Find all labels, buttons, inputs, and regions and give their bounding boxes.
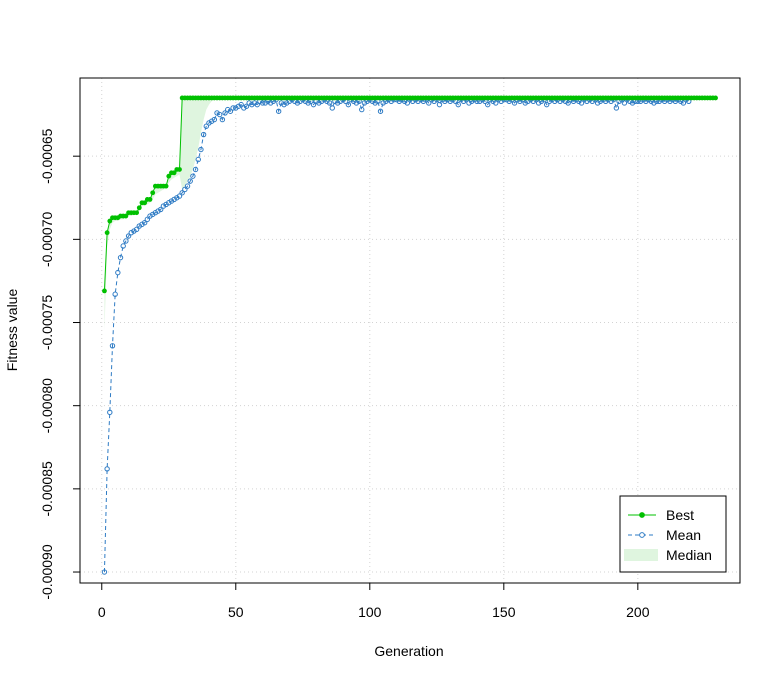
mean-point [195,156,201,163]
mean-point [326,100,333,106]
mean-point [275,108,282,114]
mean-point [310,101,317,108]
y-tick-label: -0.00065 [39,128,55,183]
mean-point [158,206,164,213]
mean-point [141,220,148,226]
mean-point [184,183,191,189]
legend-label: Best [666,507,694,523]
best-point [171,170,177,176]
mean-point [377,108,384,114]
mean-point [125,233,132,239]
mean-point [543,101,550,108]
best-point [136,205,142,211]
mean-point [192,166,199,173]
best-point [166,173,172,179]
x-axis-title: Generation [374,643,443,659]
mean-point [107,409,113,416]
mean-point [455,101,461,108]
mean-point [101,569,108,575]
mean-point [115,269,121,276]
legend-label: Median [666,547,712,563]
mean-point [613,105,620,111]
mean-point [680,100,687,106]
mean-point [621,100,628,106]
mean-point [176,193,183,199]
best-point [102,288,107,294]
legend-label: Mean [666,527,701,543]
mean-point [144,216,151,223]
best-point [713,95,718,101]
x-tick-label: 200 [626,604,650,620]
legend-swatch [624,549,658,561]
mean-point [426,100,432,106]
mean-point [345,101,352,108]
mean-point [243,103,250,109]
mean-point [179,190,185,196]
mean-point [359,106,365,113]
mean-point [329,105,335,111]
mean-point [112,291,118,297]
y-tick-label: -0.00075 [39,295,55,350]
best-point [104,230,110,236]
mean-point [436,101,443,108]
mean-point [254,101,260,108]
best-point [163,183,169,189]
best-point [147,197,153,202]
mean-point [493,100,499,106]
legend-marker [639,532,645,538]
mean-point [227,108,234,114]
x-tick-label: 150 [492,604,516,620]
mean-point [211,116,218,123]
best-point [177,167,182,172]
mean-point [216,111,223,118]
mean-point [190,173,196,179]
mean-point [485,101,491,108]
mean-point [187,178,193,184]
mean-point [219,116,226,123]
mean-point [222,110,228,116]
mean-point [104,466,110,472]
y-tick-label: -0.00070 [39,212,55,267]
mean-point [120,243,126,249]
best-point [107,218,113,224]
mean-point [238,101,244,108]
mean-point [182,186,188,193]
y-axis-title: Fitness value [4,289,20,372]
y-tick-label: -0.00080 [39,378,55,433]
mean-point [565,100,571,106]
x-tick-label: 100 [358,604,382,620]
mean-point [259,100,266,106]
best-point [142,200,148,206]
best-point [150,190,156,196]
mean-point [404,100,411,106]
mean-point [123,238,129,244]
mean-point [200,131,207,138]
mean-point [203,123,209,129]
mean-point [511,100,518,106]
mean-point [198,146,204,153]
mean-point [578,100,585,106]
legend-marker [639,512,645,518]
plot-frame [79,77,741,584]
y-tick-label: -0.00090 [39,544,55,599]
y-tick-label: -0.00085 [39,461,55,516]
mean-point [117,254,124,261]
best-point [123,213,129,219]
mean-point [109,343,116,349]
best-point [134,210,140,216]
x-tick-label: 0 [98,604,106,620]
x-tick-label: 50 [228,604,244,620]
mean-point [133,226,140,233]
mean-point [230,105,236,111]
